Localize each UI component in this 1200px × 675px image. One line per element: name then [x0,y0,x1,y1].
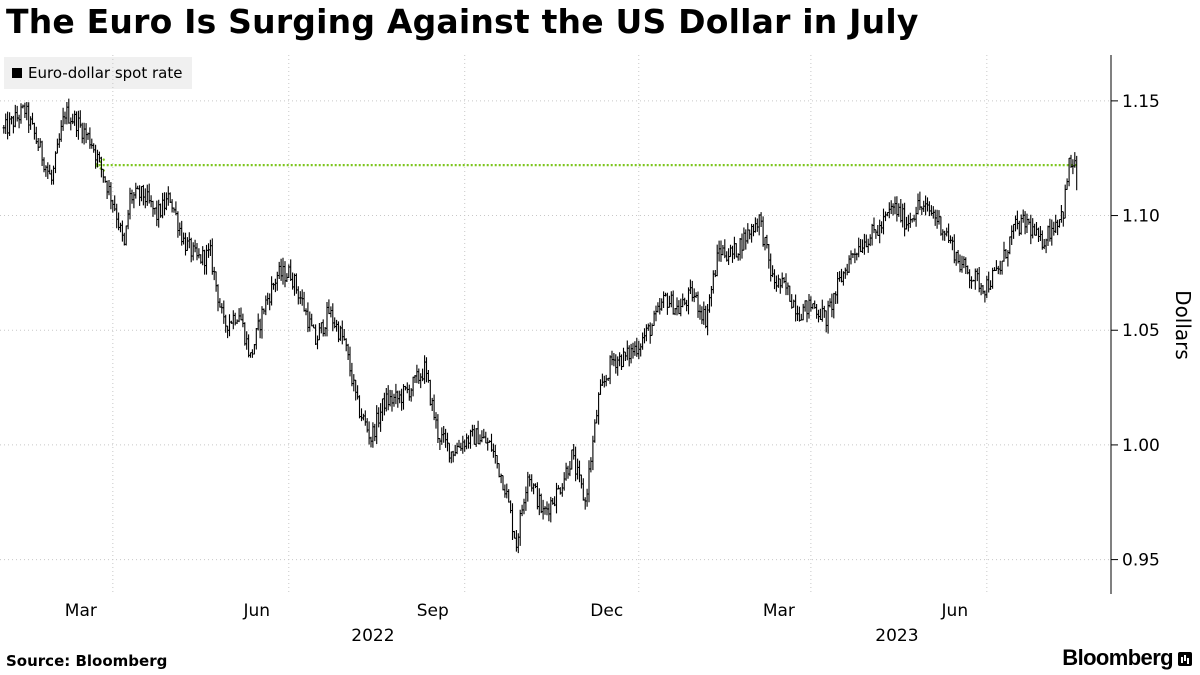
y-tick-label: 0.95 [1122,551,1160,571]
y-tick-label: 1.15 [1122,92,1160,112]
x-tick-label: Sep [417,601,449,621]
legend-swatch [12,68,22,78]
x-tick-label: Jun [242,601,270,621]
series-group [2,98,1078,554]
annotation-arrow [93,158,1077,173]
legend: Euro-dollar spot rate [4,57,193,89]
x-axis: Mar Jun Sep Dec Mar Jun 2022 2023 [65,601,968,646]
series-line [2,98,1078,554]
x-tick-label: Jun [941,601,969,621]
grid-lines [0,55,1111,594]
x-year-label: 2022 [351,626,394,646]
bloomberg-terminal-icon [1178,652,1192,666]
x-year-label: 2023 [875,626,918,646]
x-tick-label: Mar [65,601,97,621]
source-note: Source: Bloomberg [6,652,168,670]
bloomberg-logo: Bloomberg [1062,645,1192,671]
x-tick-label: Mar [763,601,795,621]
y-tick-label: 1.00 [1122,436,1160,456]
chart-title: The Euro Is Surging Against the US Dolla… [6,2,919,41]
y-tick-label: 1.10 [1122,207,1160,227]
y-tick-label: 1.05 [1122,321,1160,341]
x-tick-label: Dec [590,601,623,621]
legend-label: Euro-dollar spot rate [28,64,183,82]
y-axis-label: Dollars [1171,290,1195,360]
brand-text: Bloomberg [1062,645,1173,670]
y-axis: 0.95 1.00 1.05 1.10 1.15 [1111,92,1160,571]
